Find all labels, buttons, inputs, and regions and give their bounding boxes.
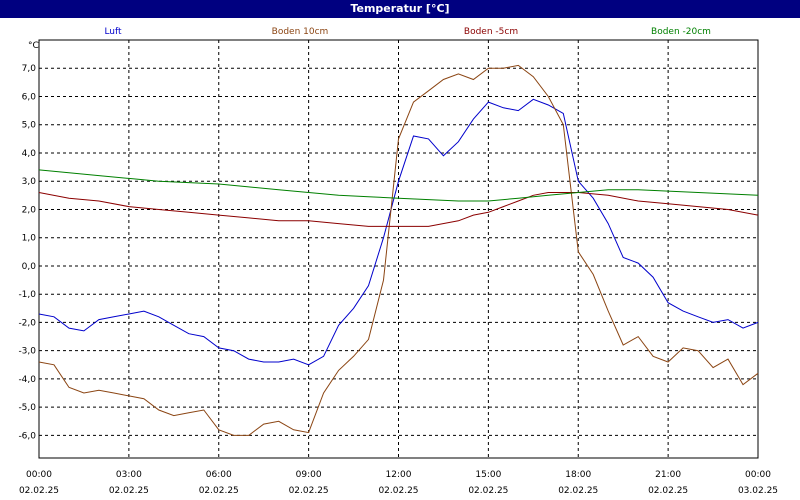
x-tick-date-label: 02.02.25 [468,486,508,496]
x-tick-date-label: 02.02.25 [378,486,418,496]
series-line-boden-20cm [38,169,759,202]
x-tick-date-label: 02.02.25 [289,486,329,496]
x-tick-time-label: 21:00 [655,470,681,480]
y-tick-label: 4,0 [22,149,37,159]
y-tick-label: -4,0 [18,375,36,385]
legend-entry: Boden -20cm [651,27,711,37]
y-tick-label: -1,0 [18,290,36,300]
y-tick-label: 1,0 [22,234,37,244]
y-tick-label: 5,0 [22,121,37,131]
x-tick-date-label: 02.02.25 [109,486,149,496]
y-tick-label: 6,0 [22,92,37,102]
y-axis-unit-label: °C [28,41,39,51]
window-title: Temperatur [°C] [0,0,800,18]
x-tick-time-label: 03:00 [116,470,142,480]
x-tick-date-label: 02.02.25 [648,486,688,496]
legend-entry: Luft [104,27,122,37]
y-tick-label: 3,0 [22,177,37,187]
x-tick-time-label: 15:00 [475,470,501,480]
series-line-boden-5cm [38,192,759,227]
x-tick-time-label: 09:00 [296,470,322,480]
y-tick-label: -2,0 [18,318,36,328]
x-tick-date-label: 02.02.25 [19,486,59,496]
y-tick-label: -3,0 [18,347,36,357]
x-tick-time-label: 00:00 [26,470,52,480]
x-tick-time-label: 00:00 [745,470,771,480]
series-line-luft [38,98,759,366]
x-tick-time-label: 18:00 [565,470,591,480]
y-tick-label: -5,0 [18,403,36,413]
legend-entry: Boden -5cm [464,27,518,37]
x-tick-date-label: 03.02.25 [738,486,778,496]
x-tick-time-label: 06:00 [206,470,232,480]
x-tick-time-label: 12:00 [386,470,412,480]
series-line-boden-10cm [38,64,759,436]
y-tick-label: -6,0 [18,431,36,441]
x-tick-date-label: 02.02.25 [199,486,239,496]
y-tick-label: 0,0 [22,262,37,272]
legend-entry: Boden 10cm [272,27,329,37]
x-tick-date-label: 02.02.25 [558,486,598,496]
y-tick-label: 7,0 [22,64,37,74]
y-tick-label: 2,0 [22,205,37,215]
